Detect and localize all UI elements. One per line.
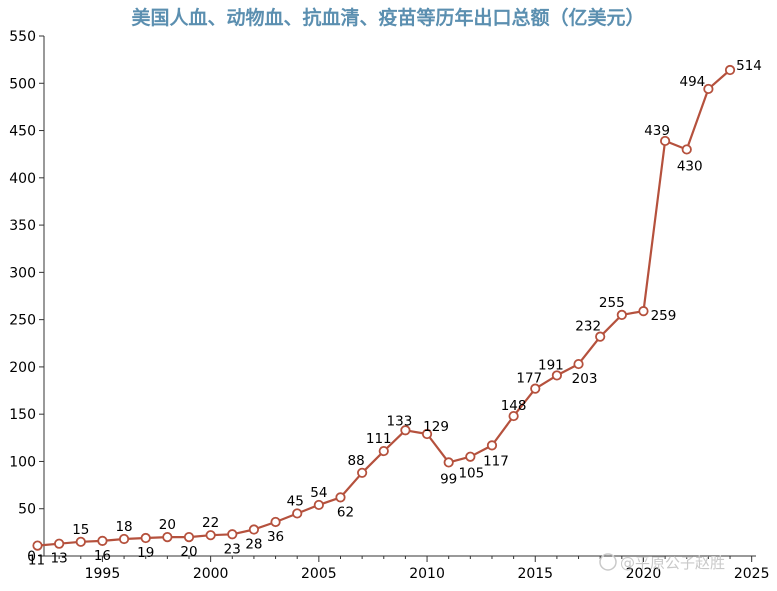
data-label: 232 — [575, 319, 601, 335]
x-tick-label: 2015 — [517, 566, 553, 582]
data-point — [573, 358, 584, 370]
y-tick-label: 300 — [9, 265, 36, 281]
x-axis-ticks: 1995 2000 2005 2010 2015 2020 2025 — [58, 556, 770, 582]
x-tick-label: 2020 — [626, 566, 662, 582]
data-label: 11 — [28, 553, 45, 569]
data-point — [97, 535, 108, 546]
data-point — [313, 499, 324, 511]
data-label: 191 — [538, 357, 564, 373]
data-label: 439 — [644, 123, 670, 139]
data-label: 259 — [651, 308, 677, 324]
y-tick-label: 50 — [18, 502, 36, 518]
data-point — [703, 83, 714, 95]
y-tick-label: 100 — [9, 454, 36, 470]
data-point — [530, 383, 541, 394]
data-label: 23 — [224, 541, 241, 557]
data-point — [724, 64, 736, 76]
y-tick-label: 450 — [9, 124, 36, 140]
weibo-logo-icon — [599, 553, 617, 571]
data-label: 494 — [679, 74, 705, 90]
chart-title: 美国人血、动物血、抗血清、疫苗等历年出口总额（亿美元） — [131, 6, 644, 29]
data-point — [551, 370, 562, 381]
data-point — [421, 428, 433, 440]
data-label: 203 — [572, 371, 598, 387]
y-tick-label: 150 — [9, 407, 36, 423]
data-label: 129 — [423, 419, 449, 435]
data-point — [162, 531, 173, 543]
watermark: @平原公子赵胜 — [599, 553, 725, 572]
data-label: 117 — [483, 453, 509, 469]
data-label: 15 — [72, 522, 89, 538]
data-label: 16 — [94, 548, 111, 564]
data-label: 36 — [267, 529, 284, 545]
data-label: 88 — [348, 453, 365, 469]
data-point — [32, 540, 43, 551]
y-tick-label: 200 — [9, 360, 36, 376]
data-label: 28 — [245, 537, 262, 553]
data-point — [681, 144, 692, 155]
y-tick-label: 500 — [9, 76, 36, 92]
data-label: 54 — [310, 485, 327, 501]
data-label: 111 — [366, 431, 392, 447]
y-tick-label: 400 — [9, 171, 36, 187]
series-line — [37, 69, 731, 547]
data-point — [486, 440, 498, 451]
data-label: 20 — [159, 517, 176, 533]
data-point — [595, 331, 606, 342]
data-label: 22 — [202, 515, 219, 531]
x-tick-label: 2000 — [193, 566, 229, 582]
y-tick-label: 550 — [9, 29, 36, 45]
data-point — [616, 309, 627, 321]
data-point — [227, 529, 238, 540]
data-label: 430 — [677, 158, 703, 174]
data-point — [248, 524, 260, 535]
y-tick-label: 250 — [9, 313, 36, 329]
y-axis-ticks: 0 50 100 150 200 250 300 350 400 450 500 550 — [9, 29, 44, 565]
data-point — [508, 410, 519, 422]
data-label: 255 — [599, 295, 625, 311]
x-tick-label: 2005 — [301, 566, 337, 582]
data-label: 20 — [180, 544, 197, 560]
data-label: 148 — [501, 398, 527, 414]
data-label: 13 — [51, 551, 68, 567]
data-point — [118, 533, 130, 545]
data-point — [400, 425, 411, 436]
data-point — [638, 306, 649, 317]
watermark-text: @平原公子赵胜 — [620, 554, 725, 572]
data-point — [270, 516, 281, 528]
data-label: 177 — [516, 371, 542, 387]
data-point — [660, 135, 671, 147]
data-label: 133 — [387, 413, 413, 429]
x-tick-label: 2010 — [409, 566, 445, 582]
data-point — [465, 451, 476, 462]
data-point — [357, 467, 368, 478]
data-point — [75, 536, 86, 547]
data-label: 99 — [440, 471, 457, 487]
x-tick-label: 2025 — [734, 566, 770, 582]
data-label: 62 — [337, 504, 354, 520]
y-tick-label: 350 — [9, 218, 36, 234]
data-point — [443, 457, 454, 468]
data-point — [335, 492, 346, 503]
data-label: 19 — [137, 545, 154, 561]
data-point — [378, 445, 389, 457]
data-label: 45 — [287, 493, 304, 509]
data-point — [292, 508, 303, 519]
x-tick-label: 1995 — [85, 566, 121, 582]
data-point — [205, 530, 216, 541]
data-point — [140, 532, 151, 544]
data-point — [54, 538, 65, 549]
y-tick-label: 0 — [27, 549, 36, 565]
data-label: 18 — [115, 519, 132, 535]
data-label: 514 — [736, 58, 762, 74]
data-label: 105 — [458, 466, 484, 482]
data-point — [183, 531, 195, 543]
data-points — [32, 64, 736, 551]
